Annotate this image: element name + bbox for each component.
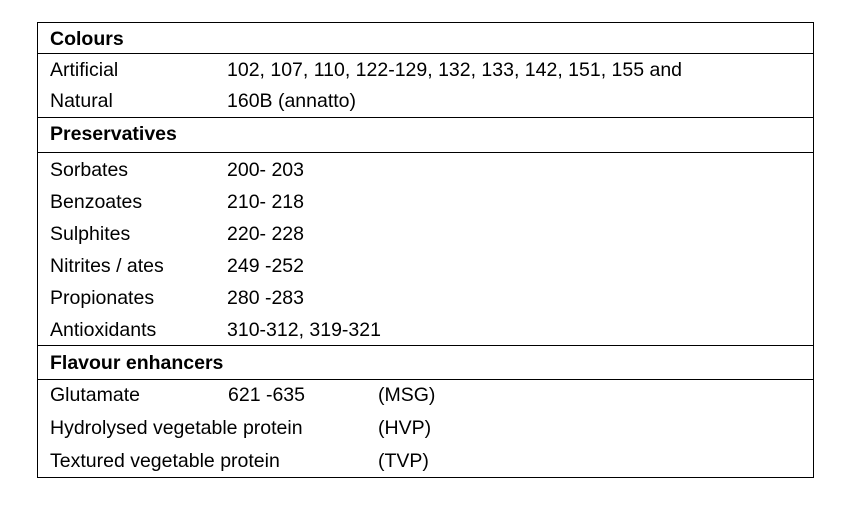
row-rule [37, 117, 814, 118]
row-value: (TVP) [378, 450, 429, 472]
row-rule [37, 379, 814, 380]
row-value: 160B (annatto) [227, 90, 357, 112]
row-value: 220- 228 [227, 223, 304, 245]
row-label: Sorbates [50, 159, 129, 181]
section-title: Flavour enhancers [50, 352, 224, 374]
row-label: Nitrites / ates [50, 255, 164, 277]
row-label: Antioxidants [50, 319, 157, 341]
row-value: (MSG) [378, 384, 436, 406]
row-value: 210- 218 [227, 191, 304, 213]
row-rule [37, 53, 814, 54]
row-label: Benzoates [50, 191, 143, 213]
row-value: 310-312, 319-321 [227, 319, 381, 341]
row-label: Sulphites [50, 223, 131, 245]
row-rule [37, 345, 814, 346]
row-value: 102, 107, 110, 122-129, 132, 133, 142, 1… [227, 59, 683, 81]
row-label: Natural [50, 90, 113, 112]
row-value: 280 -283 [227, 287, 304, 309]
section-title: Preservatives [50, 123, 177, 145]
row-label: Textured vegetable protein [50, 450, 280, 472]
row-rule [37, 152, 814, 153]
row-label: Propionates [50, 287, 155, 309]
section-title: Colours [50, 28, 124, 50]
row-value: 200- 203 [227, 159, 304, 181]
row-label: Artificial [50, 59, 119, 81]
row-value: 249 -252 [227, 255, 304, 277]
row-label: Hydrolysed vegetable protein [50, 417, 303, 439]
row-value: (HVP) [378, 417, 432, 439]
table-border [37, 22, 814, 478]
row-value: 621 -635 [228, 384, 305, 406]
row-label: Glutamate [50, 384, 140, 406]
